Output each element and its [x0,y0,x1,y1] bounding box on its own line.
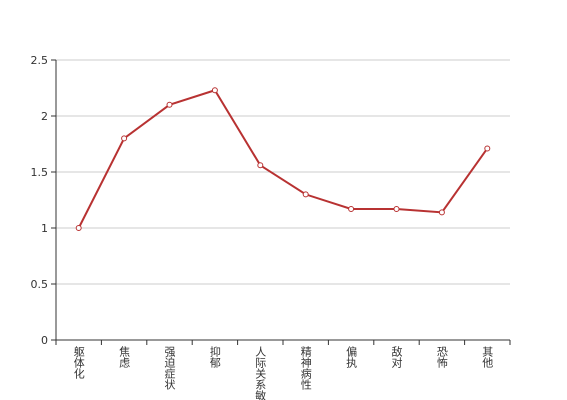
line [77,89,489,229]
x-tick-label: 强迫症状 [163,346,176,390]
point [121,135,128,142]
point [211,87,218,94]
y-tick-label: 0 [41,334,48,347]
point [393,205,400,212]
x-tick-label: 偏执 [345,345,358,369]
point [75,225,82,231]
point [257,162,264,169]
x-tick-label: 恐怖 [435,346,448,368]
y-tick-label: 0.5 [31,278,49,291]
x-tick-label: 躯体化 [72,346,85,380]
point [484,145,491,152]
y-tick-label: 1 [41,222,48,235]
point [302,191,309,198]
x-tick-label: 人际关系敏感 [254,346,267,400]
x-tick-label: 焦虑 [118,346,131,368]
y-tick-label: 1.5 [31,166,49,179]
x-tick-label: 敌对 [390,345,403,368]
y-tick-label: 2 [41,110,48,123]
point [166,101,173,108]
x-tick-label: 精神病性 [299,346,312,391]
point [348,205,355,212]
x-tick-label: 其他 [481,346,494,368]
point [438,209,445,216]
y-tick-label: 2.5 [31,54,49,67]
x-tick-label: 抑郁 [208,345,221,368]
